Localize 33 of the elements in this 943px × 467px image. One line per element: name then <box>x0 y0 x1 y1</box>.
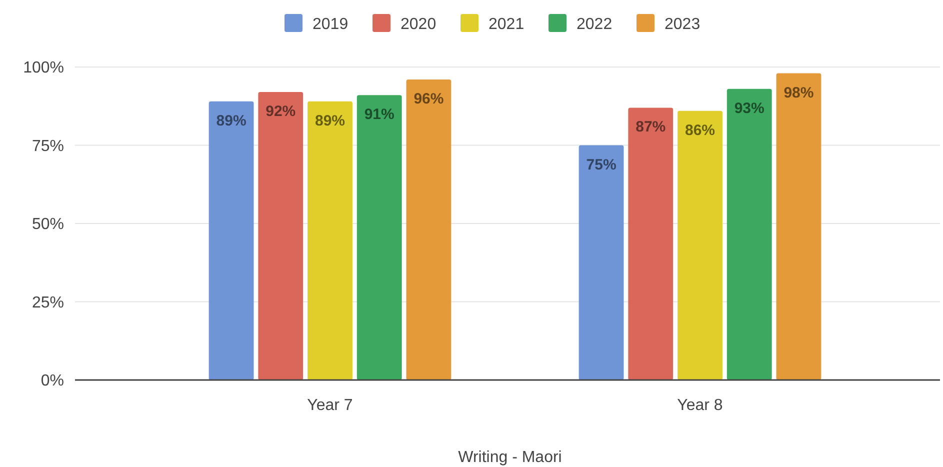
bar <box>208 101 254 380</box>
y-tick-label: 75% <box>32 138 64 155</box>
bar <box>678 110 722 380</box>
data-label: 96% <box>414 90 444 108</box>
legend-label: 2021 <box>488 16 524 33</box>
data-label: 89% <box>314 112 346 130</box>
data-label: 91% <box>364 106 394 124</box>
bar <box>406 80 452 380</box>
x-tick-label: Year 7 <box>307 397 353 414</box>
x-axis-title: Writing - Maori <box>458 449 562 466</box>
data-label: 98% <box>784 84 814 102</box>
bar <box>726 88 772 380</box>
bar <box>776 73 822 380</box>
x-tick-label: Year 8 <box>677 397 723 414</box>
legend-label: 2022 <box>576 16 612 33</box>
data-label: 93% <box>734 100 764 117</box>
data-label: 86% <box>684 122 716 139</box>
data-label: 92% <box>266 103 296 120</box>
legend-label: 2020 <box>400 16 436 33</box>
y-tick-label: 100% <box>23 60 64 77</box>
legend-label: 2023 <box>664 16 700 33</box>
bar <box>308 101 352 380</box>
y-tick-label: 50% <box>32 216 64 234</box>
data-label: 89% <box>216 112 246 130</box>
y-tick-label: 0% <box>40 372 64 390</box>
bar <box>258 92 304 380</box>
bar <box>356 95 402 380</box>
data-label: 75% <box>586 156 616 174</box>
bar <box>578 145 624 380</box>
bar <box>628 108 674 380</box>
legend-label: 2019 <box>312 16 348 33</box>
y-tick-label: 25% <box>32 294 64 312</box>
data-label: 87% <box>636 118 666 136</box>
